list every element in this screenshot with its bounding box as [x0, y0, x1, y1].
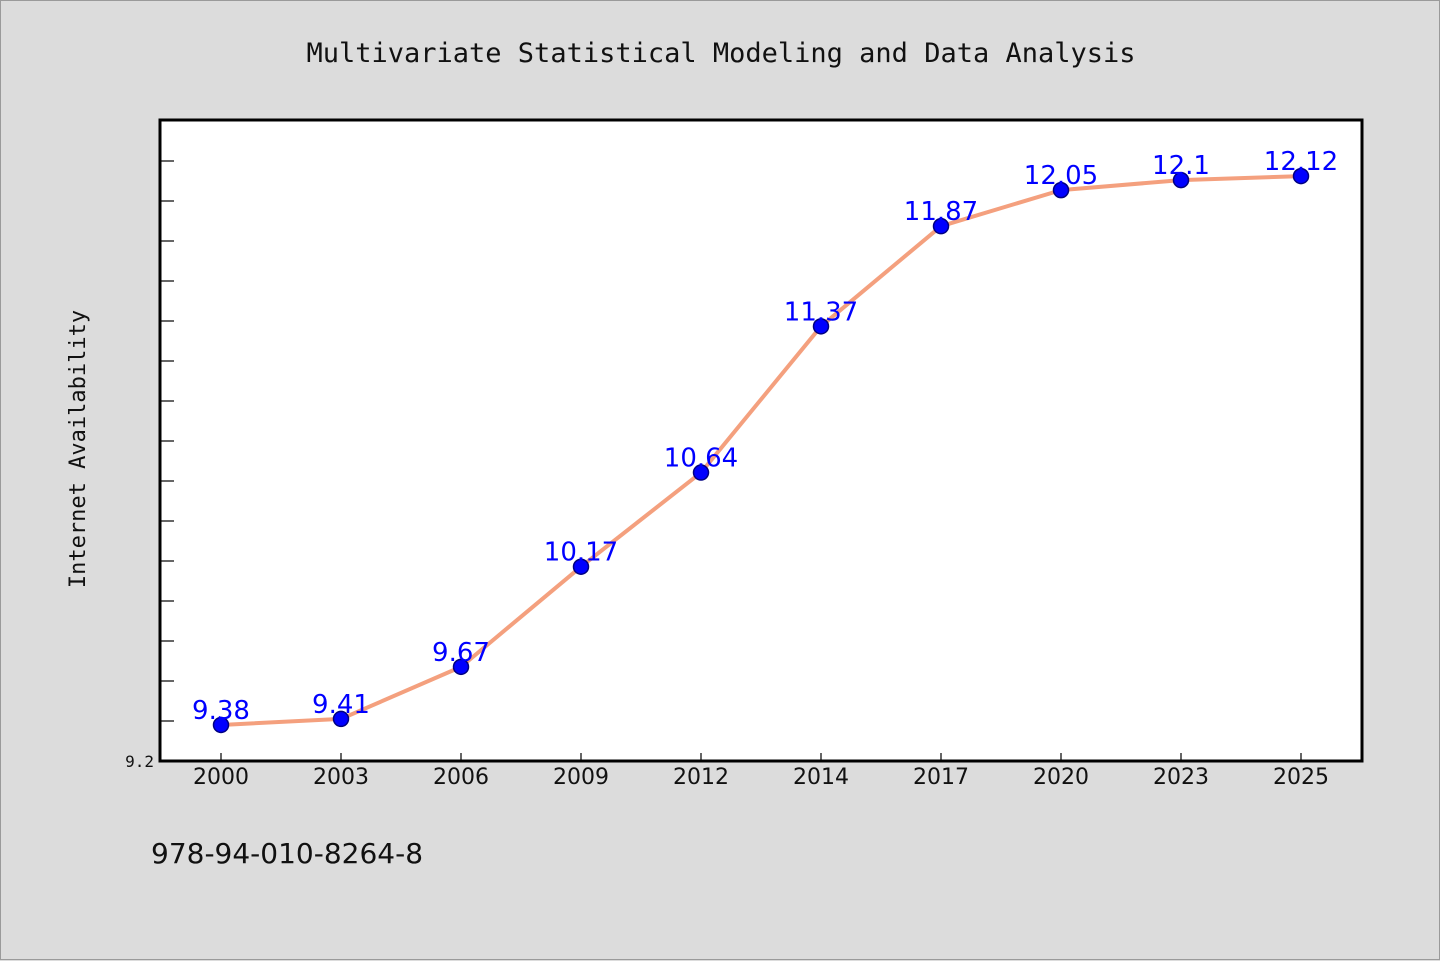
x-tick-label: 2012 [673, 765, 729, 790]
data-label: 11.87 [904, 197, 978, 227]
data-label: 9.38 [192, 696, 250, 726]
series-line [220, 174, 1302, 727]
data-point [812, 318, 830, 335]
x-tick-label: 2014 [793, 765, 849, 790]
x-tick-label: 2000 [193, 765, 249, 790]
data-labels: 9.38 9.41 9.67 10.17 10.64 11.37 11.87 12.05 12.… [192, 147, 1338, 726]
x-tick-label: 2009 [553, 765, 609, 790]
data-label: 10.64 [664, 444, 738, 474]
x-tick-label: 2020 [1033, 765, 1089, 790]
data-label: 11.37 [784, 297, 858, 327]
data-point [572, 558, 590, 575]
chart-title: Multivariate Statistical Modeling and Da… [306, 38, 1135, 69]
data-label: 9.41 [312, 690, 370, 720]
x-tick-label: 2006 [433, 765, 489, 790]
data-point [1172, 171, 1190, 189]
x-tick-label: 2003 [313, 765, 369, 790]
series-markers [212, 167, 1310, 734]
isbn-text: 978-94-010-8264-8 [151, 837, 423, 870]
series-line-path [220, 174, 1302, 727]
y-axis-ticks [160, 160, 174, 722]
data-point [1292, 167, 1310, 185]
data-point [932, 217, 950, 235]
data-label: 10.17 [544, 538, 618, 568]
data-point [452, 658, 470, 676]
data-label: 12.12 [1264, 147, 1338, 177]
x-tick-label: 2025 [1273, 765, 1329, 790]
data-label: 9.67 [432, 638, 490, 668]
data-point [332, 710, 350, 728]
data-point [692, 464, 710, 481]
data-label: 12.05 [1024, 161, 1098, 191]
data-label: 12.1 [1152, 151, 1210, 181]
x-tick-label: 2017 [913, 765, 969, 790]
x-axis-ticks: 2000 2003 2006 2009 2012 2014 2017 2020 2023 2025 [193, 753, 1329, 790]
y-tick-label: 9.2 [125, 752, 154, 771]
y-axis-label: Internet Availability [66, 310, 91, 588]
x-tick-label: 2023 [1153, 765, 1209, 790]
data-point [212, 716, 230, 734]
plot-area [158, 118, 1364, 763]
data-point [1052, 181, 1070, 199]
